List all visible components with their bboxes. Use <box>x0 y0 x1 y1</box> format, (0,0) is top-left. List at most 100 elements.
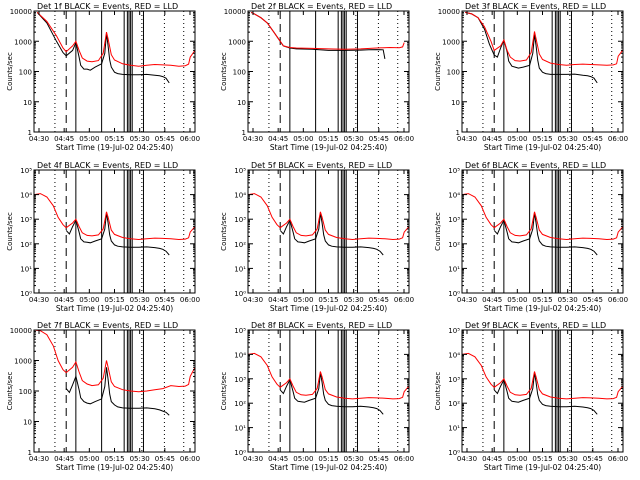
series-events-line <box>250 11 386 59</box>
x-tick-label: 04:45 <box>54 296 74 304</box>
x-axis-label: Start Time (19-Jul-02 04:25:40) <box>484 304 601 313</box>
y-tick-label: 10² <box>234 400 246 408</box>
x-tick-label: 05:45 <box>583 135 603 143</box>
x-tick-label: 05:00 <box>293 296 313 304</box>
plot-frame <box>461 329 624 453</box>
series-events-line <box>279 372 384 415</box>
x-axis-label: Start Time (19-Jul-02 04:25:40) <box>56 304 173 313</box>
y-axis-label: Counts/sec <box>434 212 442 251</box>
x-tick-label: 05:30 <box>344 135 364 143</box>
y-tick-label: 10⁰ <box>20 290 32 298</box>
y-axis-label: Counts/sec <box>6 372 14 411</box>
panel-title: Det 9f BLACK = Events, RED = LLD <box>465 321 606 330</box>
y-tick-label: 10⁵ <box>20 167 32 175</box>
y-tick-label: 10⁵ <box>448 167 460 175</box>
x-tick-label: 05:45 <box>369 296 389 304</box>
x-tick-label: 06:00 <box>394 296 414 304</box>
x-tick-label: 05:15 <box>532 135 552 143</box>
y-tick-label: 10⁰ <box>234 449 246 457</box>
y-tick-label: 100 <box>19 388 32 396</box>
y-tick-label: 10¹ <box>448 425 460 433</box>
y-tick-label: 10² <box>448 400 460 408</box>
x-tick-label: 05:30 <box>344 455 364 463</box>
y-tick-label: 10⁴ <box>448 351 460 359</box>
x-tick-label: 05:30 <box>558 135 578 143</box>
x-tick-label: 05:00 <box>79 455 99 463</box>
series-lld-line <box>250 11 405 50</box>
series-lld-line <box>248 193 409 241</box>
panel-title: Det 6f BLACK = Events, RED = LLD <box>465 161 606 170</box>
y-tick-label: 100 <box>19 69 32 77</box>
y-tick-label: 10¹ <box>234 425 246 433</box>
x-tick-label: 04:30 <box>243 455 263 463</box>
y-tick-label: 10 <box>23 99 32 107</box>
x-tick-label: 05:15 <box>318 135 338 143</box>
x-tick-label: 04:45 <box>482 455 502 463</box>
x-tick-label: 05:30 <box>558 455 578 463</box>
x-tick-label: 05:30 <box>558 296 578 304</box>
x-tick-label: 05:15 <box>318 296 338 304</box>
y-tick-label: 1000 <box>442 38 460 46</box>
x-tick-label: 04:45 <box>268 296 288 304</box>
series-events-line <box>36 12 170 84</box>
y-axis-label: Counts/sec <box>6 212 14 251</box>
x-axis-label: Start Time (19-Jul-02 04:25:40) <box>270 304 387 313</box>
x-tick-label: 05:45 <box>155 296 175 304</box>
x-tick-label: 06:00 <box>180 455 200 463</box>
panel-det-4: 10⁰ 10¹ 10² 10³ 10⁴ 10⁵ 04:30 04:45 05:00 05:15 05… <box>6 161 200 313</box>
y-tick-label: 10⁴ <box>234 192 246 200</box>
y-tick-label: 1 <box>242 129 246 137</box>
x-tick-label: 04:30 <box>243 296 263 304</box>
x-tick-label: 05:15 <box>318 455 338 463</box>
y-tick-label: 10000 <box>10 8 32 16</box>
panel-title: Det 8f BLACK = Events, RED = LLD <box>251 321 392 330</box>
x-tick-label: 04:45 <box>482 135 502 143</box>
x-tick-label: 05:30 <box>130 455 150 463</box>
x-tick-label: 05:00 <box>507 455 527 463</box>
y-tick-label: 1 <box>28 449 32 457</box>
series-events-line <box>493 212 598 256</box>
x-axis-label: Start Time (19-Jul-02 04:25:40) <box>270 463 387 472</box>
x-tick-label: 04:45 <box>268 135 288 143</box>
panel-det-6: 10⁰ 10¹ 10² 10³ 10⁴ 10⁵ 04:30 04:45 05:00 05:15 05… <box>434 161 628 313</box>
plot-frame <box>461 169 624 294</box>
series-events-line <box>65 212 170 256</box>
x-tick-label: 04:30 <box>29 455 49 463</box>
x-tick-label: 04:30 <box>243 135 263 143</box>
panel-det-3: 1 10 100 1000 10000 04:30 04:45 05:00 05:15 05:30… <box>434 2 628 152</box>
y-tick-label: 10⁵ <box>448 327 460 335</box>
panel-title: Det 1f BLACK = Events, RED = LLD <box>37 2 178 11</box>
y-tick-label: 10² <box>20 241 32 249</box>
y-tick-label: 10000 <box>10 327 32 335</box>
y-tick-label: 10¹ <box>20 265 32 273</box>
x-tick-label: 06:00 <box>394 455 414 463</box>
panel-det-5: 10⁰ 10¹ 10² 10³ 10⁴ 10⁵ 04:30 04:45 05:00 05:15 05… <box>220 161 414 313</box>
y-tick-label: 100 <box>447 69 460 77</box>
y-tick-label: 10 <box>237 99 246 107</box>
x-tick-label: 05:15 <box>532 296 552 304</box>
y-tick-label: 10⁰ <box>448 449 460 457</box>
panel-title: Det 2f BLACK = Events, RED = LLD <box>251 2 392 11</box>
x-tick-label: 06:00 <box>394 135 414 143</box>
panel-det-9: 10⁰ 10¹ 10² 10³ 10⁴ 10⁵ 04:30 04:45 05:00 05:15 05… <box>434 321 628 472</box>
panel-title: Det 4f BLACK = Events, RED = LLD <box>37 161 178 170</box>
y-tick-label: 1 <box>456 129 460 137</box>
x-tick-label: 05:00 <box>79 296 99 304</box>
x-axis-label: Start Time (19-Jul-02 04:25:40) <box>56 143 173 152</box>
y-axis-label: Counts/sec <box>434 52 442 91</box>
x-tick-label: 05:45 <box>155 455 175 463</box>
series-lld-line <box>34 193 195 241</box>
panel-title: Det 5f BLACK = Events, RED = LLD <box>251 161 392 170</box>
x-axis-label: Start Time (19-Jul-02 04:25:40) <box>484 463 601 472</box>
x-tick-label: 04:30 <box>457 455 477 463</box>
x-tick-label: 05:30 <box>130 135 150 143</box>
y-tick-label: 10³ <box>234 376 246 384</box>
y-tick-label: 10³ <box>448 376 460 384</box>
x-tick-label: 05:45 <box>369 455 389 463</box>
y-tick-label: 100 <box>233 69 246 77</box>
x-tick-label: 05:00 <box>507 135 527 143</box>
y-tick-label: 1000 <box>228 38 246 46</box>
x-tick-label: 05:15 <box>104 135 124 143</box>
x-tick-label: 05:30 <box>344 296 364 304</box>
y-axis-label: Counts/sec <box>220 372 228 411</box>
